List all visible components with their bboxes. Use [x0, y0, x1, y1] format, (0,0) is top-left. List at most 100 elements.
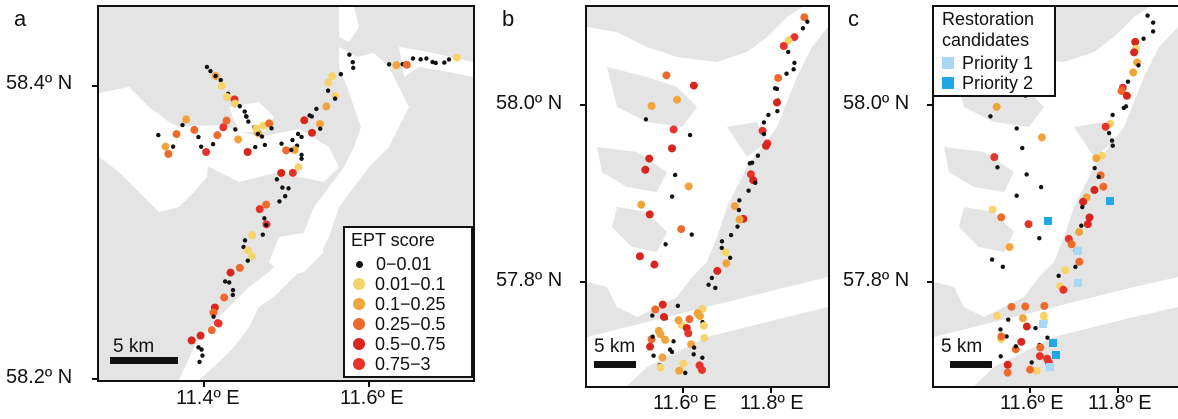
site-marker-low — [196, 134, 201, 140]
site-marker-low — [691, 352, 696, 357]
site-marker-low — [800, 26, 806, 31]
site-marker — [698, 365, 707, 374]
site-marker-low — [246, 119, 251, 124]
legend-swatch-square — [942, 57, 954, 69]
site-marker — [1059, 285, 1068, 294]
legend-swatch-dot — [356, 260, 363, 268]
site-marker-low — [347, 52, 352, 57]
site-marker-low — [233, 127, 238, 132]
island — [944, 147, 1014, 192]
legend-swatch-dot — [353, 358, 365, 370]
site-marker — [277, 168, 286, 177]
site-marker-low — [736, 207, 742, 213]
site-marker — [675, 366, 684, 375]
site-marker — [1022, 322, 1031, 331]
map-c-svg — [934, 7, 1178, 386]
site-marker — [1075, 257, 1084, 266]
site-marker-low — [309, 114, 315, 119]
legend-swatch-dot — [353, 338, 365, 350]
site-marker — [679, 359, 688, 368]
site-marker-low — [728, 232, 734, 238]
island — [747, 202, 828, 257]
site-marker-low — [418, 57, 423, 62]
site-marker — [669, 125, 678, 134]
site-marker — [722, 259, 731, 268]
site-marker — [1024, 220, 1033, 229]
site-marker-low — [1136, 63, 1141, 68]
site-marker — [213, 319, 222, 328]
site-marker-low — [244, 114, 249, 119]
site-marker — [328, 72, 337, 81]
restoration-candidate-marker — [1044, 217, 1052, 225]
site-marker-low — [210, 141, 216, 147]
site-marker-low — [222, 279, 228, 284]
x-tick-b-right — [770, 387, 772, 393]
site-marker-low — [1121, 105, 1126, 111]
site-marker-low — [753, 180, 758, 185]
site-marker-low — [282, 193, 288, 199]
site-marker-low — [227, 280, 232, 285]
legend-label: 0.75−3 — [375, 353, 431, 374]
site-marker — [187, 336, 196, 345]
site-marker — [209, 308, 218, 317]
scale-bar-b — [594, 361, 636, 368]
site-marker-low — [269, 126, 274, 131]
site-marker — [252, 124, 261, 133]
site-marker — [1037, 133, 1046, 142]
site-marker — [300, 116, 309, 125]
site-marker-low — [338, 71, 344, 77]
site-marker — [1101, 122, 1110, 131]
site-marker — [647, 101, 656, 110]
site-marker — [1083, 220, 1092, 229]
site-marker — [1061, 266, 1070, 275]
site-marker-low — [683, 370, 688, 376]
site-marker-low — [289, 147, 294, 153]
island — [1074, 122, 1114, 157]
legend-label: 0−0.01 — [376, 253, 432, 274]
site-marker-low — [755, 153, 761, 158]
site-marker-low — [170, 144, 176, 149]
site-marker-low — [295, 131, 301, 137]
site-marker — [651, 305, 660, 314]
site-marker — [646, 342, 655, 351]
site-marker-low — [1073, 264, 1078, 270]
site-marker-low — [1125, 79, 1131, 84]
site-marker-low — [792, 60, 797, 66]
site-marker-low — [200, 353, 205, 358]
site-marker — [774, 73, 783, 82]
water-shape — [179, 47, 409, 380]
site-marker-low — [1079, 223, 1084, 228]
site-marker-low — [1110, 143, 1115, 148]
site-marker-low — [672, 172, 678, 178]
site-marker-low — [1109, 138, 1115, 143]
y-tick-a-bottom — [92, 378, 98, 380]
site-marker-low — [1056, 273, 1061, 279]
site-marker — [721, 248, 730, 257]
map-panel-b — [585, 5, 830, 388]
site-marker — [1075, 228, 1084, 237]
y-tick-label-a-top: 58.4º N — [6, 72, 73, 94]
site-marker-low — [299, 156, 304, 161]
site-marker-low — [774, 86, 780, 92]
site-marker — [324, 78, 333, 87]
site-marker-low — [784, 71, 789, 76]
site-marker — [1032, 366, 1041, 375]
site-marker-low — [1014, 193, 1019, 198]
x-tick-label-b-left: 11.6º E — [653, 392, 717, 414]
site-marker — [262, 200, 271, 209]
site-marker — [1067, 240, 1076, 249]
x-tick-label-c-left: 11.6º E — [1000, 392, 1064, 414]
site-marker — [997, 213, 1006, 222]
site-marker — [243, 147, 252, 156]
site-marker — [700, 333, 709, 342]
island — [607, 67, 697, 127]
site-marker — [684, 329, 693, 338]
legend-label: 0.1−0.25 — [375, 293, 446, 314]
legend-item: 0.75−3 — [353, 354, 431, 374]
site-marker-low — [198, 144, 204, 149]
scale-bar-c — [950, 361, 992, 368]
site-marker-low — [299, 152, 304, 158]
site-marker-low — [1141, 36, 1146, 41]
site-marker — [1036, 343, 1045, 352]
site-marker — [992, 102, 1001, 111]
